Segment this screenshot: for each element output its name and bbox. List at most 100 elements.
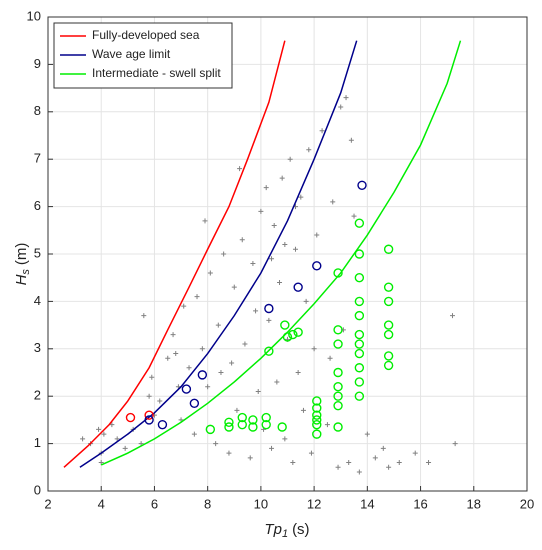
- plus-marker: [234, 407, 240, 413]
- plus-marker: [396, 460, 402, 466]
- plus-marker: [221, 251, 227, 257]
- legend-label: Intermediate - swell split: [92, 66, 221, 80]
- circle-marker: [248, 415, 258, 425]
- circle-marker: [383, 329, 394, 340]
- legend-label: Fully-developed sea: [92, 28, 200, 42]
- circle-marker: [237, 412, 247, 423]
- circle-marker: [312, 261, 322, 271]
- y-tick-label: 8: [34, 103, 41, 118]
- plus-marker: [149, 374, 155, 380]
- circle-marker: [354, 249, 365, 259]
- circle-marker: [312, 419, 322, 430]
- y-tick-label: 3: [34, 340, 41, 355]
- plus-marker: [173, 351, 179, 357]
- plus-marker: [213, 441, 219, 447]
- plus-marker: [191, 431, 197, 437]
- plus-marker: [351, 213, 357, 219]
- plus-marker: [277, 279, 283, 285]
- circle-marker: [264, 303, 274, 314]
- circle-marker: [224, 417, 234, 427]
- circle-marker: [224, 422, 234, 432]
- plus-marker: [181, 303, 187, 309]
- circle-marker: [205, 424, 216, 435]
- plus-marker: [226, 450, 232, 456]
- plus-marker: [314, 232, 320, 238]
- circle-marker: [197, 370, 208, 380]
- plus-marker: [122, 445, 128, 451]
- circle-marker: [288, 329, 298, 340]
- plus-marker: [250, 260, 256, 266]
- plus-marker: [348, 137, 354, 143]
- x-tick-label: 8: [204, 496, 211, 511]
- x-axis-label: Tp1 (s): [264, 521, 309, 540]
- x-label-main: Tp: [264, 521, 282, 538]
- plus-marker: [157, 398, 163, 404]
- y-tick-label: 7: [34, 151, 41, 166]
- plus-marker: [218, 370, 224, 375]
- x-tick-label: 12: [307, 496, 321, 511]
- x-tick-label: 4: [98, 496, 105, 511]
- circle-marker: [354, 310, 365, 321]
- plus-marker: [263, 185, 269, 191]
- y-tick-label: 6: [34, 198, 41, 213]
- plus-marker: [298, 194, 304, 200]
- circle-marker: [125, 412, 136, 423]
- x-tick-label: 2: [44, 496, 51, 511]
- plus-marker: [247, 455, 253, 461]
- circle-marker: [261, 412, 271, 423]
- circle-marker: [312, 396, 322, 406]
- circle-marker: [333, 339, 343, 349]
- plus-marker: [356, 469, 362, 475]
- circle-marker: [383, 360, 394, 371]
- plus-marker: [269, 256, 275, 262]
- circle-marker: [333, 382, 343, 392]
- plus-marker: [279, 175, 285, 181]
- plus-marker: [290, 460, 296, 466]
- curve: [100, 40, 462, 466]
- circle-marker: [312, 415, 322, 425]
- plus-marker: [380, 445, 386, 451]
- plus-marker: [319, 128, 325, 134]
- circle-marker: [264, 346, 274, 356]
- y-tick-label: 5: [34, 245, 41, 260]
- circle-marker: [383, 296, 394, 307]
- y-tick-label: 1: [34, 435, 41, 450]
- plus-marker: [199, 346, 205, 352]
- circle-marker: [354, 273, 365, 283]
- x-label-unit: (s): [292, 521, 310, 538]
- circle-marker: [189, 398, 200, 409]
- plot-frame: [47, 16, 528, 492]
- circle-marker: [144, 415, 154, 425]
- circle-marker: [354, 218, 365, 228]
- plus-marker: [308, 450, 314, 456]
- plus-marker: [258, 208, 264, 214]
- circle-marker: [277, 422, 287, 432]
- plus-marker: [114, 436, 120, 442]
- plus-marker: [346, 460, 352, 466]
- circle-marker: [383, 282, 394, 292]
- plus-marker: [165, 355, 171, 361]
- circle-marker: [354, 348, 365, 359]
- plus-marker: [237, 166, 243, 172]
- plus-marker: [109, 422, 115, 428]
- circle-marker: [357, 180, 367, 190]
- y-tick-label: 2: [34, 388, 41, 403]
- circle-marker: [181, 384, 192, 394]
- plus-marker: [242, 341, 248, 347]
- y-label-sub: s: [20, 269, 32, 275]
- circle-marker: [280, 320, 290, 330]
- circle-marker: [333, 422, 343, 432]
- plus-marker: [207, 270, 213, 276]
- circle-marker: [144, 410, 154, 420]
- plus-marker: [343, 95, 349, 101]
- circle-marker: [333, 268, 343, 278]
- plus-marker: [194, 294, 200, 300]
- plus-marker: [311, 346, 317, 352]
- plus-marker: [282, 242, 288, 248]
- plus-marker: [146, 393, 152, 399]
- plus-marker: [266, 317, 272, 323]
- circle-marker: [261, 419, 271, 430]
- legend-label: Wave age limit: [92, 47, 171, 61]
- circle-marker: [383, 320, 394, 330]
- plus-marker: [386, 464, 392, 470]
